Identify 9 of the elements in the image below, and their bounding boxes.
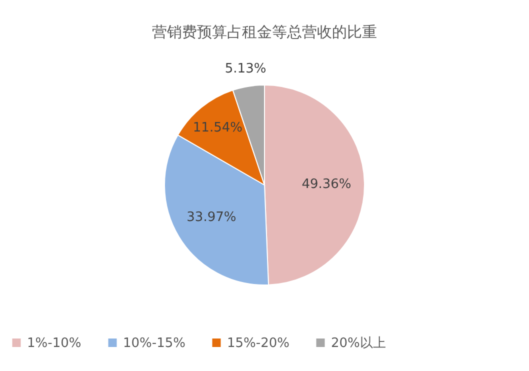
data-label: 11.54% <box>192 120 242 136</box>
data-label: 49.36% <box>302 176 352 192</box>
legend-label: 15%-20% <box>227 336 290 351</box>
legend-label: 1%-10% <box>27 336 82 351</box>
data-label: 33.97% <box>186 210 236 226</box>
legend-label: 10%-15% <box>123 336 186 351</box>
legend-label: 20%以上 <box>331 336 386 351</box>
data-label: 5.13% <box>224 62 266 77</box>
chart-title: 营销费预算占租金等总营收的比重 <box>152 23 377 41</box>
